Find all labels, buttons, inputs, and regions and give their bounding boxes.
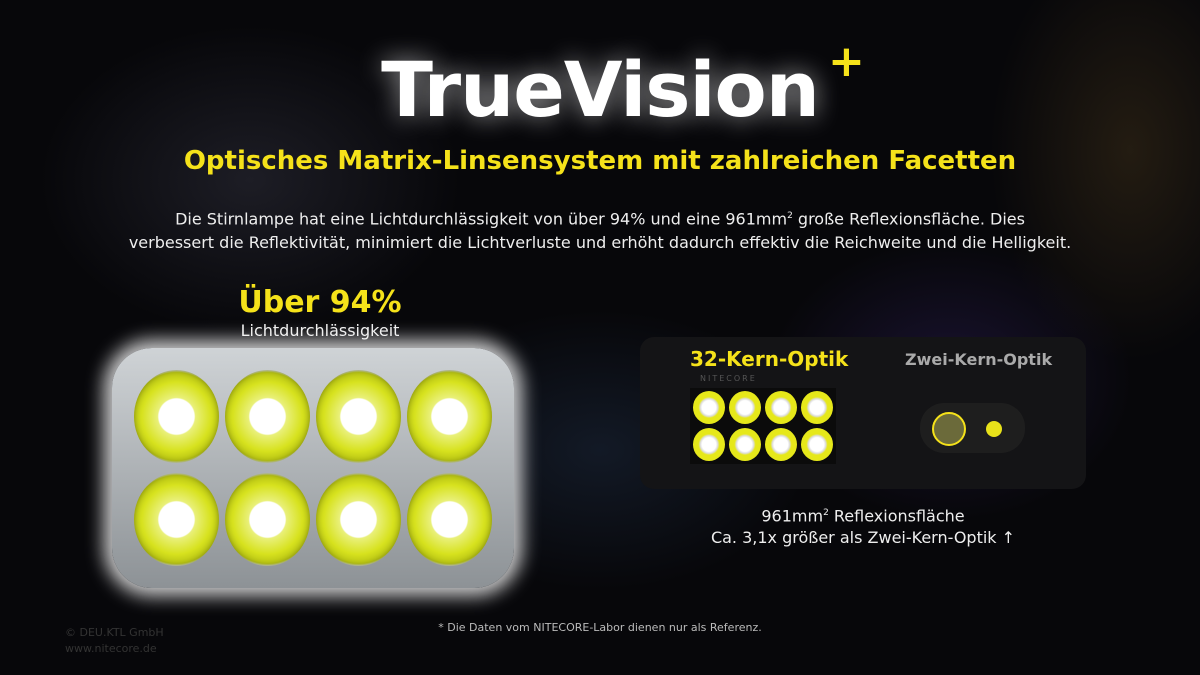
lens [801, 391, 833, 424]
watermark-line2: www.nitecore.de [65, 642, 157, 655]
lens [407, 370, 492, 463]
footnote: * Die Daten vom NITECORE-Labor dienen nu… [438, 621, 762, 634]
lens [134, 473, 219, 566]
lens [316, 473, 401, 566]
lens [225, 473, 310, 566]
lens [134, 370, 219, 463]
title-plus: + [828, 36, 865, 87]
lens [729, 391, 761, 424]
label-32-core: 32-Kern-Optik [690, 347, 849, 371]
label-2-core: Zwei-Kern-Optik [905, 350, 1053, 369]
desc-l1b: große Reflexionsfläche. Dies [792, 209, 1025, 229]
subtitle: Optisches Matrix-Linsensystem mit zahlre… [183, 146, 1017, 176]
lens [693, 428, 725, 461]
lens [316, 370, 401, 463]
transmission-headline: Über 94% [238, 285, 402, 320]
lens [407, 473, 492, 566]
lens [801, 428, 833, 461]
description: Die Stirnlampe hat eine Lichtdurchlässig… [0, 204, 1200, 255]
desc-sup: 2 [787, 211, 793, 221]
watermark: © DEU.KTL GmbH www.nitecore.de [65, 625, 164, 657]
page-title: TrueVision [381, 45, 820, 134]
cap-l1b: Reflexionsfläche [828, 506, 965, 526]
desc-l2: verbessert die Reflektivität, minimiert … [128, 233, 1072, 253]
watermark-line1: © DEU.KTL GmbH [65, 626, 164, 639]
cap-l2: Ca. 3,1x größer als Zwei-Kern-Optik ↑ [710, 528, 1016, 548]
lens-matrix-image [112, 348, 514, 588]
lens [729, 428, 761, 461]
aux-lens [986, 421, 1002, 437]
32-core-optic-image [690, 388, 836, 464]
lens [765, 428, 797, 461]
cap-l1a: 961mm [761, 506, 824, 526]
lens [693, 391, 725, 424]
lens [765, 391, 797, 424]
transmission-caption: Lichtdurchlässigkeit [240, 321, 400, 340]
desc-l1a: Die Stirnlampe hat eine Lichtdurchlässig… [175, 209, 788, 229]
lens [225, 370, 310, 463]
main-lens [932, 412, 966, 446]
cap-sup: 2 [823, 508, 829, 518]
comparison-caption: 961mm2 Reflexionsfläche Ca. 3,1x größer … [640, 502, 1086, 549]
brand-logo: NITECORE [700, 374, 757, 383]
